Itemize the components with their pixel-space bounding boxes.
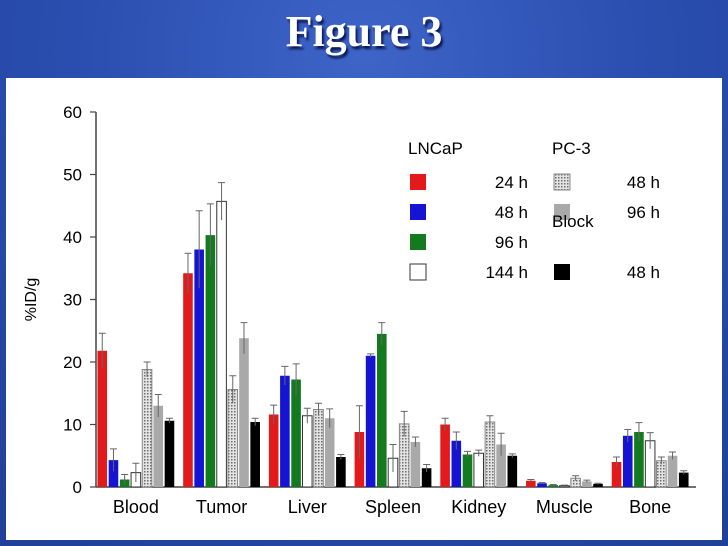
legend-entry-label: 48 h <box>627 173 660 192</box>
bar-muscle-5 <box>582 481 592 487</box>
bar-kidney-6 <box>507 455 518 487</box>
bar-blood-1 <box>108 460 119 487</box>
bar-tumor-6 <box>250 422 260 487</box>
bar-muscle-6 <box>593 483 603 487</box>
bar-spleen-1 <box>365 355 376 487</box>
bar-tumor-3 <box>216 200 227 488</box>
y-tick-label: 60 <box>63 103 82 122</box>
legend: LNCaP 24 h 48 h 96 h 144 h PC-3 48 h 96 h Block 4… <box>408 139 660 282</box>
x-tick-label: Tumor <box>196 497 247 517</box>
bar-chart: 0 10 20 30 40 50 60 %ID/g Blood Tumor Liver Spleen K… <box>23 103 696 517</box>
bar-bone-5 <box>667 455 678 487</box>
legend-entry-label: 24 h <box>495 173 528 192</box>
bar-muscle-1 <box>537 483 547 487</box>
slide-title: Figure 3 <box>285 7 443 56</box>
y-axis-label: %ID/g <box>23 278 40 322</box>
y-tick-label: 30 <box>63 291 82 310</box>
legend-group-label: LNCaP <box>408 139 463 158</box>
legend-swatch <box>553 173 571 191</box>
bar-bone-1 <box>622 435 633 487</box>
bar-tumor-2 <box>205 235 216 487</box>
y-tick-label: 20 <box>63 353 82 372</box>
x-tick-label: Liver <box>288 497 327 517</box>
x-tick-label: Kidney <box>451 497 506 517</box>
legend-swatch <box>554 204 570 220</box>
legend-group-label: PC-3 <box>552 139 591 158</box>
legend-swatch <box>409 263 427 281</box>
y-tick-label: 10 <box>63 416 82 435</box>
x-tick-label: Muscle <box>536 497 593 517</box>
bar-liver-0 <box>268 414 279 487</box>
bar-spleen-5 <box>410 442 421 487</box>
bar-tumor-0 <box>183 273 193 487</box>
x-tick-label: Blood <box>113 497 159 517</box>
bar-muscle-2 <box>548 485 559 487</box>
legend-entry-label: 48 h <box>627 263 660 282</box>
bar-tumor-4 <box>227 389 239 488</box>
bar-liver-3 <box>301 415 313 488</box>
bar-muscle-0 <box>526 480 536 487</box>
bar-blood-6 <box>164 420 175 487</box>
bar-bone-6 <box>678 472 689 487</box>
bar-kidney-0 <box>440 424 450 487</box>
bar-spleen-6 <box>421 468 432 487</box>
legend-group-label: Block <box>552 212 594 231</box>
legend-entry-label: 48 h <box>495 203 528 222</box>
bar-kidney-5 <box>496 444 506 487</box>
bars <box>97 182 689 488</box>
y-tick-label: 50 <box>63 166 82 185</box>
bar-liver-4 <box>313 409 324 488</box>
legend-entry-label: 96 h <box>495 233 528 252</box>
bar-kidney-3 <box>473 452 485 488</box>
legend-swatch <box>410 234 426 250</box>
bar-bone-2 <box>634 432 644 487</box>
bar-liver-5 <box>324 418 335 487</box>
bar-spleen-0 <box>354 432 365 487</box>
bar-kidney-4 <box>484 421 496 488</box>
legend-swatch <box>410 174 426 190</box>
bar-tumor-5 <box>239 338 249 487</box>
bar-bone-4 <box>656 460 667 488</box>
x-tick-label: Spleen <box>365 497 421 517</box>
bar-kidney-1 <box>451 440 462 487</box>
bar-kidney-2 <box>462 454 473 487</box>
figure-panel: 0 10 20 30 40 50 60 %ID/g Blood Tumor Liver Spleen K… <box>6 78 722 540</box>
bar-liver-6 <box>336 457 346 487</box>
bar-liver-1 <box>280 375 290 487</box>
bar-spleen-2 <box>377 333 387 487</box>
legend-swatch <box>554 264 570 280</box>
legend-entry-label: 96 h <box>627 203 660 222</box>
bar-liver-2 <box>291 379 301 487</box>
bar-blood-0 <box>97 350 108 487</box>
x-tick-label: Bone <box>629 497 671 517</box>
y-tick-label: 0 <box>73 478 82 497</box>
bar-tumor-1 <box>194 249 204 487</box>
bar-bone-0 <box>611 462 622 487</box>
legend-entry-label: 144 h <box>485 263 528 282</box>
bar-blood-4 <box>141 369 153 488</box>
bar-blood-5 <box>153 405 164 487</box>
y-tick-label: 40 <box>63 228 82 247</box>
legend-swatch <box>410 204 426 220</box>
